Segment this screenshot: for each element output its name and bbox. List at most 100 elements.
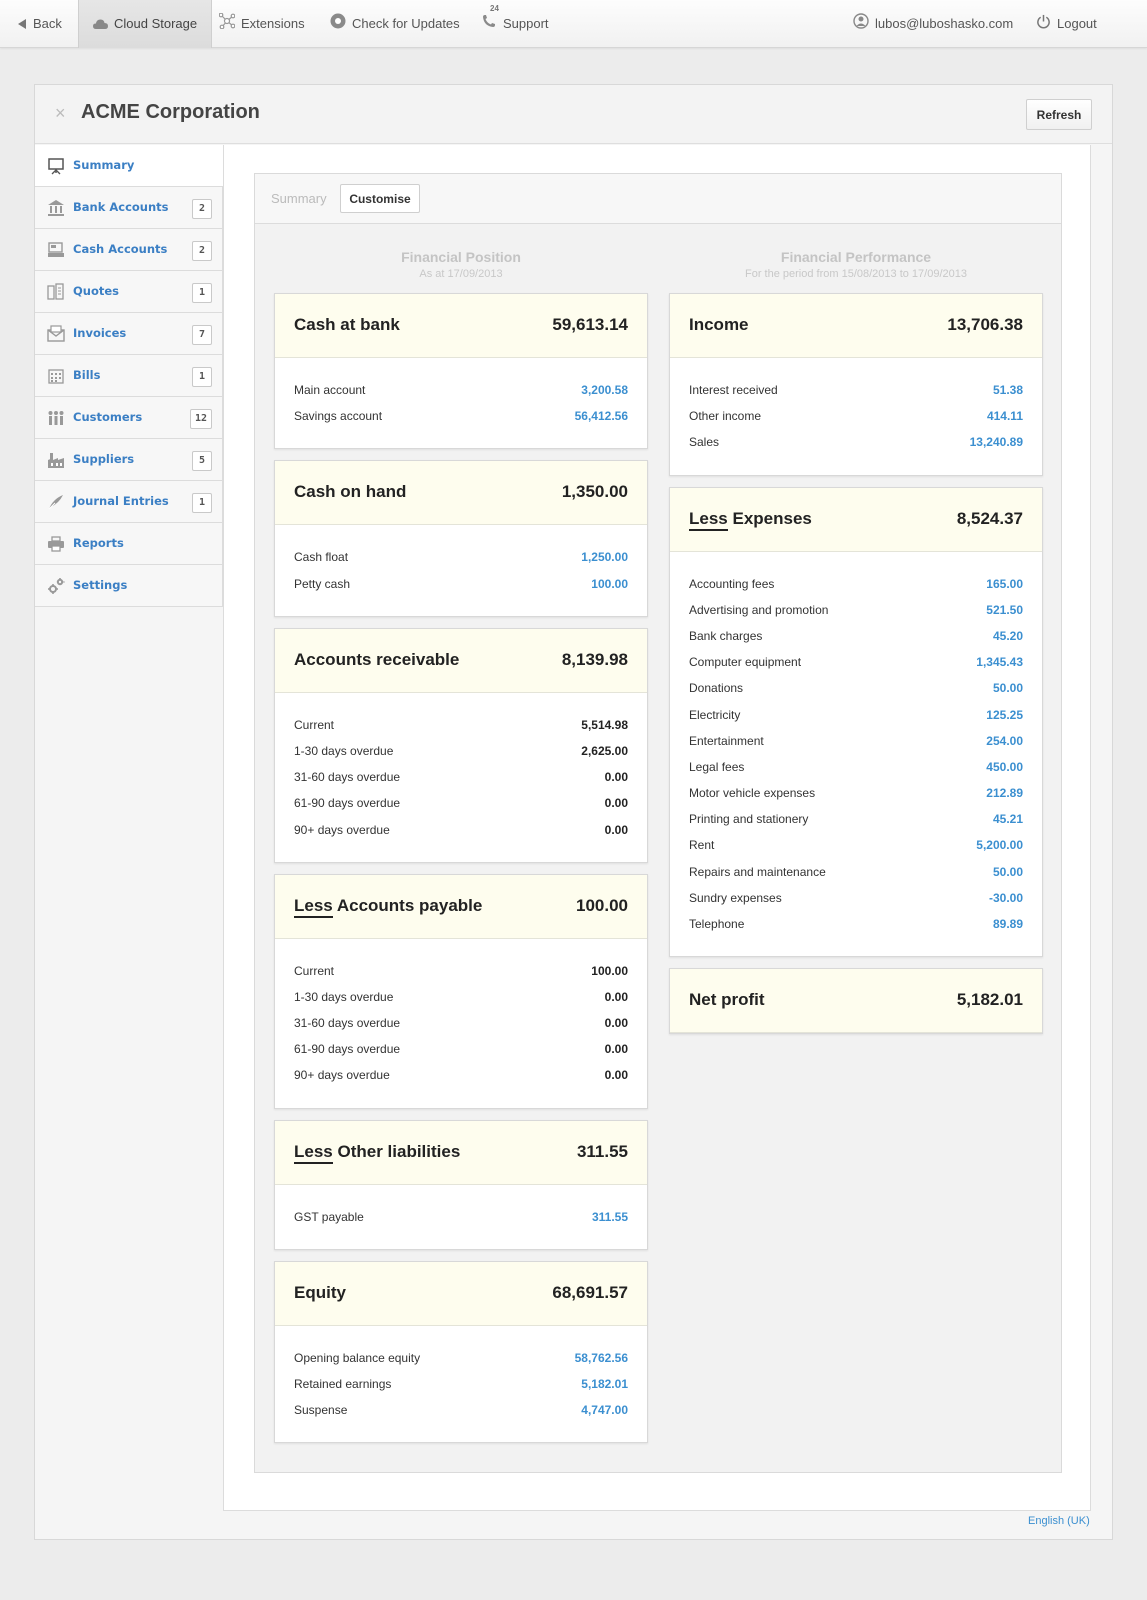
card-title: Net profit	[689, 990, 765, 1010]
card-title: Less Other liabilities	[294, 1141, 461, 1164]
count-badge: 1	[192, 367, 212, 387]
sidebar-item-label: Invoices	[73, 326, 127, 340]
count-badge: 1	[192, 283, 212, 303]
account-amount-link[interactable]: 1,345.43	[976, 655, 1023, 670]
account-amount-link[interactable]: 5,182.01	[581, 1377, 628, 1391]
account-amount: 0.00	[604, 1016, 628, 1031]
sidebar-item-journal-entries[interactable]: Journal Entries 1	[35, 481, 223, 523]
account-row: 90+ days overdue 0.00	[294, 818, 628, 844]
check-updates-button[interactable]: Check for Updates	[330, 0, 460, 48]
less-prefix: Less	[294, 895, 333, 918]
account-row: Sundry expenses -30.00	[689, 886, 1023, 912]
account-amount-link[interactable]: 4,747.00	[581, 1403, 628, 1418]
account-amount-link[interactable]: 89.89	[992, 917, 1023, 931]
account-amount-link[interactable]: 56,412.56	[574, 409, 628, 424]
sidebar-item-bills[interactable]: Bills 1	[35, 355, 223, 397]
account-amount-link[interactable]: 125.25	[986, 707, 1023, 722]
less-prefix: Less	[294, 1141, 333, 1164]
tab-customise[interactable]: Customise	[340, 184, 420, 213]
account-label: Petty cash	[294, 576, 351, 591]
bank-building-icon	[47, 199, 65, 217]
account-label: Sales	[689, 435, 720, 450]
account-amount-link[interactable]: 311.55	[591, 1209, 628, 1224]
account-label: Telephone	[689, 917, 745, 931]
account-row: 1-30 days overdue 2,625.00	[294, 739, 628, 765]
sidebar-item-summary[interactable]: Summary	[35, 145, 223, 187]
factory-icon	[47, 451, 65, 469]
support-button[interactable]: 24 Support	[481, 0, 549, 48]
card-total: 100.00	[576, 895, 628, 915]
account-label: 31-60 days overdue	[294, 770, 401, 785]
logout-button[interactable]: Logout	[1036, 0, 1097, 48]
account-amount-link[interactable]: 1,250.00	[581, 550, 628, 565]
card-total: 5,182.01	[956, 990, 1023, 1010]
content-area: Summary Customise Financial Position As …	[223, 145, 1091, 1511]
financial-position-column: Cash at bank 59,613.14 Main account 3,200.5…	[274, 293, 648, 1454]
account-row: Current 100.00	[294, 959, 628, 985]
tab-summary[interactable]: Summary	[271, 191, 327, 206]
card-header: Equity 68,691.57	[275, 1261, 647, 1326]
account-amount-link[interactable]: 254.00	[986, 733, 1023, 748]
card-total: 8,524.37	[956, 508, 1023, 528]
card-title-text: Other liabilities	[337, 1141, 461, 1161]
language-selector[interactable]: English (UK)	[1028, 1515, 1090, 1527]
account-row: Other income 414.11	[689, 404, 1023, 430]
card-header: Net profit 5,182.01	[670, 969, 1042, 1034]
sidebar-item-label: Settings	[73, 578, 128, 592]
account-amount-link[interactable]: 414.11	[986, 409, 1023, 424]
sidebar-item-cash-accounts[interactable]: Cash Accounts 2	[35, 229, 223, 271]
account-amount-link[interactable]: 45.20	[992, 628, 1023, 643]
sidebar-item-bank-accounts[interactable]: Bank Accounts 2	[35, 187, 223, 229]
account-amount-link[interactable]: 51.38	[992, 383, 1023, 397]
back-button[interactable]: Back	[18, 0, 62, 48]
cloud-storage-button[interactable]: Cloud Storage	[78, 0, 213, 48]
extensions-button[interactable]: Extensions	[218, 0, 305, 48]
sidebar-item-customers[interactable]: Customers 12	[35, 397, 223, 439]
account-amount-link[interactable]: 521.50	[986, 602, 1023, 617]
user-account-button[interactable]: lubos@luboshasko.com	[853, 0, 1013, 48]
sidebar-item-suppliers[interactable]: Suppliers 5	[35, 439, 223, 481]
account-label: GST payable	[294, 1209, 364, 1224]
panel-header: × ACME Corporation Refresh	[35, 85, 1112, 144]
account-label: 90+ days overdue	[294, 822, 390, 837]
account-amount-link[interactable]: 50.00	[992, 864, 1023, 879]
card-header: Less Accounts payable 100.00	[275, 874, 647, 939]
cash-on-hand-card: Cash on hand 1,350.00 Cash float 1,250.00 Pe…	[274, 460, 648, 617]
card-total: 59,613.14	[552, 315, 628, 334]
account-amount-link[interactable]: 212.89	[986, 786, 1023, 801]
account-amount-link[interactable]: 13,240.89	[969, 435, 1023, 450]
close-icon[interactable]: ×	[55, 103, 66, 123]
account-amount-link[interactable]: 50.00	[992, 681, 1023, 696]
summary-container: Summary Customise Financial Position As …	[254, 173, 1062, 1473]
quote-documents-icon	[47, 283, 65, 301]
account-label: Rent	[689, 838, 715, 853]
account-row: Rent 5,200.00	[689, 833, 1023, 859]
account-label: Computer equipment	[689, 655, 802, 670]
refresh-button[interactable]: Refresh	[1026, 99, 1092, 130]
sidebar-item-settings[interactable]: Settings	[35, 565, 223, 607]
triangle-left-icon	[18, 1, 27, 49]
card-body: Accounting fees 165.00 Advertising and pro…	[670, 552, 1042, 957]
sidebar-item-invoices[interactable]: Invoices 7	[35, 313, 223, 355]
account-label: Other income	[689, 409, 762, 424]
account-amount-link[interactable]: 100.00	[591, 576, 628, 591]
account-amount-link[interactable]: 450.00	[986, 759, 1023, 774]
account-amount-link[interactable]: -30.00	[988, 890, 1023, 905]
account-amount-link[interactable]: 45.21	[992, 812, 1023, 827]
card-title-text: Cash at bank	[294, 315, 400, 334]
card-body: Current 100.00 1-30 days overdue 0.00 31-60 …	[275, 939, 647, 1108]
account-row: Printing and stationery 45.21	[689, 807, 1023, 833]
cloud-storage-label: Cloud Storage	[114, 16, 198, 31]
account-row: Donations 50.00	[689, 676, 1023, 702]
card-title-text: Accounts receivable	[294, 649, 460, 669]
summary-tab-bar: Summary Customise	[255, 174, 1061, 224]
card-total: 68,691.57	[552, 1282, 628, 1302]
account-amount-link[interactable]: 58,762.56	[574, 1350, 628, 1365]
account-row: Retained earnings 5,182.01	[294, 1372, 628, 1398]
card-header: Cash at bank 59,613.14	[275, 294, 647, 358]
sidebar-item-reports[interactable]: Reports	[35, 523, 223, 565]
account-amount-link[interactable]: 5,200.00	[976, 838, 1023, 853]
account-amount-link[interactable]: 3,200.58	[581, 383, 628, 397]
sidebar-item-quotes[interactable]: Quotes 1	[35, 271, 223, 313]
account-amount-link[interactable]: 165.00	[986, 576, 1023, 591]
